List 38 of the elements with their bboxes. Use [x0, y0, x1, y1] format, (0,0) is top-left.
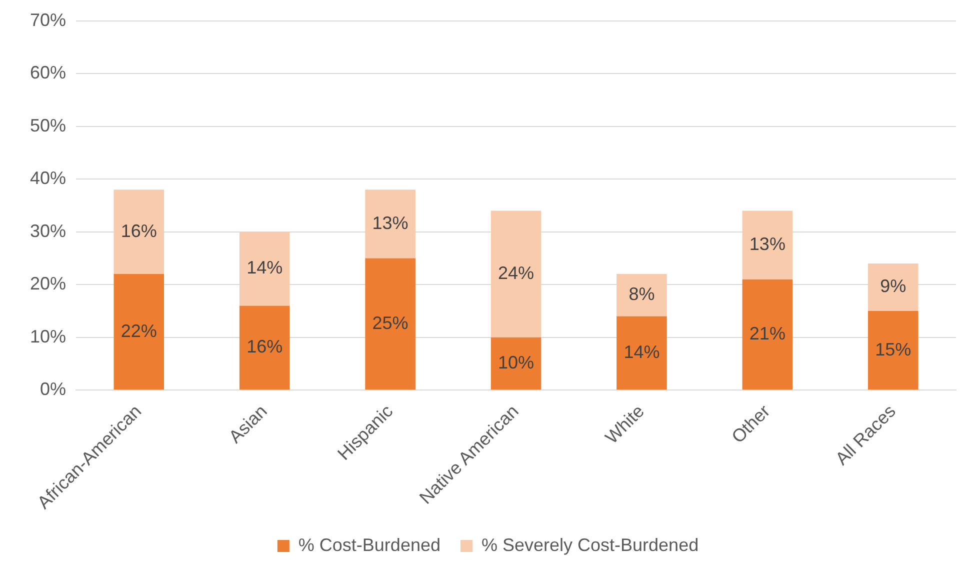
- y-tick-label: 20%: [30, 274, 66, 294]
- bar: [365, 258, 416, 390]
- data-label: 22%: [120, 320, 157, 341]
- bar: [616, 274, 667, 316]
- bar: [490, 210, 542, 338]
- data-label: 14%: [246, 258, 283, 278]
- bar: [742, 210, 793, 280]
- data-label: 21%: [749, 323, 786, 344]
- bar: [114, 190, 164, 274]
- y-tick-label: 60%: [30, 62, 66, 83]
- y-tick-label: 70%: [30, 10, 66, 30]
- data-label: 16%: [246, 336, 283, 357]
- y-tick-label: 10%: [30, 326, 66, 346]
- data-label: 9%: [880, 276, 906, 296]
- data-label: 15%: [875, 339, 912, 360]
- data-label: 13%: [372, 212, 408, 233]
- data-label: 14%: [624, 342, 660, 362]
- y-tick-label: 40%: [30, 168, 66, 188]
- bar: [868, 263, 918, 311]
- bar: [239, 306, 290, 390]
- bar: [490, 337, 542, 390]
- data-label: 13%: [749, 234, 786, 254]
- legend-label: % Cost-Burdened: [298, 534, 440, 555]
- legend-label: % Severely Cost-Burdened: [481, 534, 699, 555]
- bar: [868, 310, 918, 390]
- y-tick-label: 50%: [30, 115, 66, 136]
- bar: [742, 279, 793, 390]
- bar: [616, 316, 667, 390]
- y-tick-label: 0%: [40, 379, 66, 400]
- data-label: 8%: [628, 284, 655, 304]
- data-label: 25%: [372, 312, 408, 333]
- y-tick-label: 30%: [30, 220, 66, 241]
- bar: [365, 190, 416, 258]
- data-label: 10%: [498, 352, 534, 372]
- data-label: 24%: [498, 263, 534, 284]
- bar: [114, 274, 164, 390]
- bar: [239, 232, 290, 306]
- data-label: 16%: [120, 220, 157, 241]
